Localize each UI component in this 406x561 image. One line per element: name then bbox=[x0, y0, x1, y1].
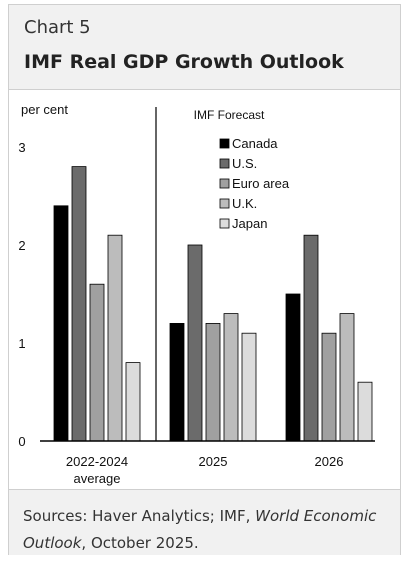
bar bbox=[187, 244, 203, 442]
legend-swatch bbox=[219, 158, 230, 169]
y-tick-label: 3 bbox=[18, 140, 25, 155]
bar bbox=[107, 234, 123, 442]
bar bbox=[241, 332, 257, 442]
y-tick-label: 2 bbox=[18, 238, 25, 253]
legend-label: U.S. bbox=[232, 156, 257, 171]
bar bbox=[53, 205, 69, 442]
legend-label: Euro area bbox=[232, 176, 290, 191]
bar-chart: per cent 0 1 2 3 IMF Forecast 2022-2024 average… bbox=[18, 102, 375, 486]
legend-label: U.K. bbox=[232, 196, 257, 211]
bar bbox=[71, 166, 87, 442]
x-tick-label: 2025 bbox=[199, 454, 228, 469]
bar bbox=[125, 362, 141, 442]
bar bbox=[303, 234, 319, 442]
forecast-annotation: IMF Forecast bbox=[194, 108, 265, 122]
bar bbox=[285, 293, 301, 442]
x-tick-label: 2026 bbox=[315, 454, 344, 469]
bar bbox=[169, 322, 185, 442]
bar bbox=[89, 283, 105, 442]
sources-publication: World Economic Outlook bbox=[23, 507, 377, 552]
x-tick-label: average bbox=[74, 471, 121, 486]
chart-card: Chart 5 IMF Real GDP Growth Outlook per … bbox=[8, 4, 401, 555]
legend-swatch bbox=[219, 138, 230, 149]
legend-swatch bbox=[219, 218, 230, 229]
chart-header: Chart 5 IMF Real GDP Growth Outlook bbox=[9, 5, 400, 90]
chart-title: IMF Real GDP Growth Outlook bbox=[24, 51, 344, 73]
bar bbox=[223, 313, 239, 442]
bar bbox=[205, 322, 221, 442]
y-axis-label: per cent bbox=[21, 102, 68, 117]
bar bbox=[321, 332, 337, 442]
legend-label: Canada bbox=[232, 136, 278, 151]
legend-swatch bbox=[219, 198, 230, 209]
legend-label: Japan bbox=[232, 216, 267, 231]
y-tick-label: 0 bbox=[18, 434, 25, 449]
y-tick-label: 1 bbox=[18, 336, 25, 351]
sources-note: Sources: Haver Analytics; IMF, World Eco… bbox=[9, 489, 400, 555]
legend-swatch bbox=[219, 178, 230, 189]
chart-number: Chart 5 bbox=[24, 17, 91, 38]
sources-date: , October 2025. bbox=[81, 534, 199, 552]
plot-area: per cent 0 1 2 3 IMF Forecast 2022-2024 average… bbox=[9, 90, 400, 490]
bar bbox=[357, 381, 373, 442]
bar bbox=[339, 313, 355, 442]
x-tick-label: 2022-2024 bbox=[66, 454, 128, 469]
sources-text: Sources: Haver Analytics; IMF, bbox=[23, 507, 256, 525]
